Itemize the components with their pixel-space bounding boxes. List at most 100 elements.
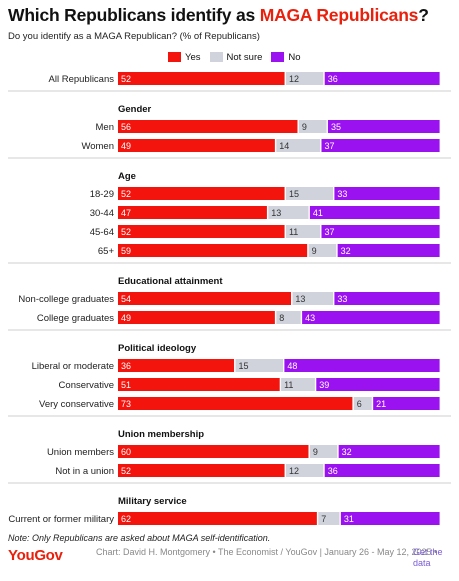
bar-not-sure-current-or-former-military: [318, 512, 340, 525]
legend-swatch-no: [271, 52, 285, 62]
bar-not-sure-65: [308, 244, 337, 257]
bar-no-30-44: [309, 206, 440, 219]
data-label-not-sure: 13: [295, 294, 305, 304]
bar-yes-college-graduates: [118, 311, 275, 324]
legend-label-yes: Yes: [185, 51, 201, 63]
bar-no-union-members: [338, 445, 440, 458]
data-label-not-sure: 11: [289, 227, 298, 237]
group-heading-political-ideology: Political ideology: [118, 343, 197, 354]
data-label-yes: 60: [121, 447, 131, 457]
bar-not-sure-very-conservative: [353, 397, 372, 410]
data-label-not-sure: 9: [312, 246, 317, 256]
data-label-no: 32: [342, 447, 352, 457]
row-label: 30-44: [90, 208, 114, 219]
bar-yes-not-in-a-union: [118, 464, 285, 477]
data-label-not-sure: 15: [289, 189, 299, 199]
row-label: Liberal or moderate: [32, 361, 114, 372]
row-label: Current or former military: [8, 514, 114, 525]
data-label-yes: 52: [121, 189, 131, 199]
data-label-no: 31: [344, 514, 354, 524]
bar-yes-union-members: [118, 445, 309, 458]
row-label: 65+: [98, 246, 115, 257]
legend-swatch-not-sure: [209, 52, 223, 62]
data-label-no: 39: [319, 380, 329, 390]
data-label-yes: 47: [121, 208, 131, 218]
row-label: Non-college graduates: [18, 294, 114, 305]
data-label-no: 32: [341, 246, 351, 256]
data-label-no: 36: [328, 74, 338, 84]
bar-yes-liberal-or-moderate: [118, 359, 235, 372]
data-label-yes: 59: [121, 246, 131, 256]
data-label-yes: 52: [121, 74, 131, 84]
footer-note: Note: Only Republicans are asked about M…: [8, 533, 271, 543]
data-label-yes: 49: [121, 313, 131, 323]
data-label-not-sure: 14: [279, 141, 289, 151]
data-label-yes: 52: [121, 227, 131, 237]
bar-not-sure-all-republicans: [285, 72, 324, 85]
bar-no-liberal-or-moderate: [284, 359, 440, 372]
bar-no-college-graduates: [302, 311, 440, 324]
data-label-yes: 56: [121, 122, 131, 132]
data-label-not-sure: 9: [313, 447, 318, 457]
data-label-yes: 54: [121, 294, 131, 304]
bar-not-sure-18-29: [285, 187, 334, 200]
bar-no-18-29: [334, 187, 440, 200]
bar-not-sure-union-members: [309, 445, 338, 458]
data-label-no: 21: [376, 399, 386, 409]
bar-yes-women: [118, 139, 275, 152]
data-label-no: 48: [287, 361, 297, 371]
bar-no-non-college-graduates: [334, 292, 440, 305]
title-suffix: ?: [418, 5, 429, 25]
bar-not-sure-conservative: [281, 378, 315, 391]
bar-no-65: [337, 244, 440, 257]
bar-not-sure-liberal-or-moderate: [235, 359, 283, 372]
row-label: Union members: [47, 447, 114, 458]
data-label-yes: 36: [121, 361, 131, 371]
row-label: All Republicans: [49, 74, 115, 85]
bar-no-women: [321, 139, 440, 152]
row-label: 18-29: [90, 189, 114, 200]
row-label: Not in a union: [55, 466, 114, 477]
data-label-no: 36: [328, 466, 338, 476]
title-accent: MAGA Republicans: [259, 5, 419, 25]
row-label: Men: [96, 122, 114, 133]
title-prefix: Which Republicans identify as: [8, 5, 260, 25]
data-label-not-sure: 9: [302, 122, 307, 132]
data-label-not-sure: 8: [279, 313, 284, 323]
bar-not-sure-not-in-a-union: [285, 464, 324, 477]
data-label-no: 37: [324, 141, 334, 151]
data-label-yes: 52: [121, 466, 131, 476]
bar-not-sure-45-64: [285, 225, 321, 238]
group-heading-educational-attainment: Educational attainment: [118, 276, 223, 287]
data-label-yes: 49: [121, 141, 131, 151]
get-the-data-link[interactable]: Get the data: [413, 547, 443, 568]
group-heading-union-membership: Union membership: [118, 429, 204, 440]
data-label-yes: 51: [121, 380, 131, 390]
data-label-no: 33: [337, 294, 347, 304]
data-label-no: 41: [313, 208, 323, 218]
bar-no-conservative: [316, 378, 440, 391]
bar-yes-18-29: [118, 187, 285, 200]
data-label-yes: 73: [121, 399, 131, 409]
legend-item-yes: Yes: [168, 52, 201, 63]
data-label-no: 33: [337, 189, 347, 199]
row-label: College graduates: [37, 313, 114, 324]
bar-no-current-or-former-military: [340, 512, 440, 525]
bar-no-very-conservative: [373, 397, 440, 410]
group-heading-age: Age: [118, 171, 136, 182]
data-label-not-sure: 11: [284, 380, 293, 390]
bar-yes-current-or-former-military: [118, 512, 317, 525]
chart-title: Which Republicans identify as MAGA Repub…: [8, 5, 429, 26]
bar-no-45-64: [321, 225, 440, 238]
group-heading-gender: Gender: [118, 104, 152, 115]
row-label: Very conservative: [39, 399, 114, 410]
legend-label-not-sure: Not sure: [226, 51, 263, 63]
bar-no-men: [327, 120, 440, 133]
row-label: Women: [81, 141, 114, 152]
bar-yes-65: [118, 244, 308, 257]
row-label: 45-64: [90, 227, 114, 238]
legend-item-no: No: [271, 52, 301, 63]
chart-subtitle: Do you identify as a MAGA Republican? (%…: [8, 31, 260, 42]
credit-text: Chart: David H. Montgomery • The Economi…: [96, 547, 438, 557]
bar-yes-very-conservative: [118, 397, 353, 410]
